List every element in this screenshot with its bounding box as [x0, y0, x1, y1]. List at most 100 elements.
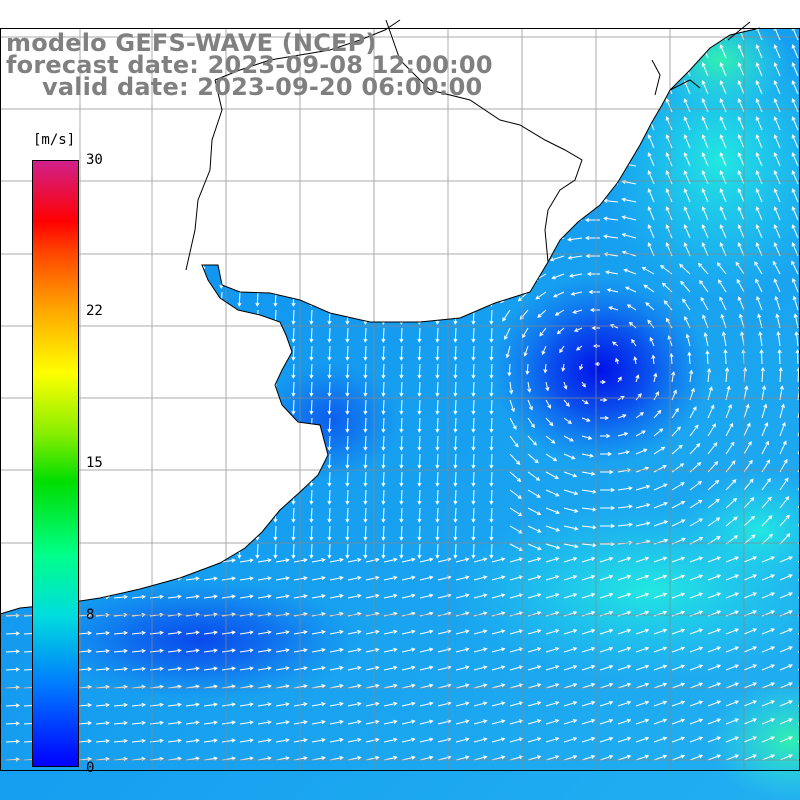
wind-arrow: [792, 206, 799, 221]
wind-arrow: [527, 489, 541, 498]
wind-arrow: [472, 507, 475, 523]
wind-arrow-head: [773, 170, 778, 175]
wind-arrow: [653, 701, 667, 707]
wind-arrow: [490, 327, 493, 343]
wind-arrow: [743, 628, 757, 635]
wind-arrow: [203, 703, 217, 707]
wind-arrow-head: [411, 647, 416, 652]
wind-arrow-head: [309, 536, 314, 542]
wind-arrow: [671, 737, 685, 743]
wind-arrow-head: [644, 574, 650, 579]
wind-arrow: [581, 755, 595, 761]
wind-arrow: [365, 648, 379, 653]
wind-arrow: [418, 507, 421, 523]
wind-arrow-head: [662, 682, 668, 687]
wind-arrow: [472, 417, 475, 433]
wind-arrow-head: [471, 554, 476, 560]
wind-arrow-head: [791, 170, 796, 175]
wind-arrow-head: [662, 664, 668, 669]
wind-arrow: [545, 755, 559, 761]
wind-arrow-head: [237, 554, 242, 560]
wind-arrow: [684, 134, 691, 149]
wind-arrow-head: [567, 419, 573, 425]
wind-arrow-head: [141, 738, 146, 744]
wind-arrow: [544, 363, 547, 373]
wind-arrow-head: [586, 271, 592, 277]
wind-arrow: [257, 631, 271, 635]
wind-arrow-head: [465, 629, 470, 634]
wind-arrow-head: [755, 116, 760, 121]
wind-arrow: [347, 648, 361, 653]
wind-arrow-head: [783, 458, 788, 464]
wind-arrow: [383, 594, 397, 599]
wind-arrow-head: [559, 348, 564, 354]
wind-arrow-head: [551, 275, 556, 280]
wind-arrow: [292, 345, 295, 361]
wind-arrow: [490, 309, 493, 325]
wind-arrow-head: [399, 518, 404, 524]
wind-arrow: [599, 593, 613, 599]
wind-arrow-head: [662, 574, 668, 579]
wind-arrow-head: [608, 628, 614, 633]
wind-arrow: [779, 718, 793, 725]
wind-arrow-head: [626, 610, 632, 615]
wind-arrow-head: [662, 610, 668, 615]
wind-arrow-head: [716, 574, 722, 579]
wind-arrow-head: [471, 428, 476, 434]
wind-arrow: [5, 668, 20, 671]
wind-arrow: [563, 629, 577, 635]
wind-arrow-head: [644, 610, 650, 615]
wind-arrow: [792, 44, 799, 59]
wind-arrow: [455, 630, 469, 635]
wind-arrow-head: [680, 610, 686, 615]
wind-arrow: [653, 665, 667, 671]
wind-arrow-head: [321, 558, 326, 563]
wind-arrow: [365, 738, 379, 743]
wind-arrow: [275, 577, 289, 581]
wind-arrow-head: [291, 554, 296, 560]
wind-arrow-head: [309, 338, 314, 344]
wind-arrow: [490, 363, 493, 379]
wind-arrow: [653, 502, 668, 509]
wind-arrow: [617, 719, 631, 725]
wind-arrow: [581, 719, 595, 725]
wind-arrow-head: [662, 700, 668, 705]
wind-arrow: [455, 684, 469, 689]
wind-arrow-head: [255, 554, 260, 560]
wind-arrow-head: [662, 592, 668, 597]
wind-arrow-head: [213, 576, 218, 581]
wind-arrow-head: [375, 575, 380, 580]
wind-arrow: [617, 575, 631, 581]
wind-arrow-head: [710, 404, 715, 409]
wind-arrow: [527, 543, 542, 550]
wind-arrow: [310, 507, 313, 523]
wind-arrow-head: [453, 536, 458, 542]
wind-arrow-head: [792, 295, 797, 301]
wind-arrow-head: [285, 558, 290, 563]
wind-arrow-head: [381, 446, 386, 452]
wind-arrow: [329, 649, 343, 653]
wind-arrow-head: [285, 684, 290, 689]
wind-arrow-head: [483, 575, 488, 580]
border-line: [185, 19, 583, 271]
wind-arrow-head: [628, 321, 634, 326]
wind-arrow: [364, 507, 367, 523]
wind-arrow-head: [752, 628, 758, 633]
wind-arrow-head: [500, 755, 506, 760]
wind-arrow-head: [554, 719, 560, 724]
wind-arrow-head: [698, 664, 704, 669]
wind-arrow-head: [706, 367, 712, 373]
wind-arrow-head: [345, 428, 350, 434]
wind-arrow-head: [429, 629, 434, 634]
wind-arrow: [622, 198, 637, 203]
wind-arrow: [545, 435, 555, 444]
wind-arrow-head: [489, 374, 494, 380]
wind-arrow-head: [321, 702, 326, 707]
wind-arrow: [563, 575, 577, 581]
wind-arrow: [508, 363, 511, 376]
wind-arrow-head: [701, 62, 706, 67]
wind-arrow: [599, 575, 613, 581]
wind-arrow: [365, 666, 379, 671]
wind-arrow: [347, 630, 361, 635]
wind-arrow: [617, 432, 628, 437]
